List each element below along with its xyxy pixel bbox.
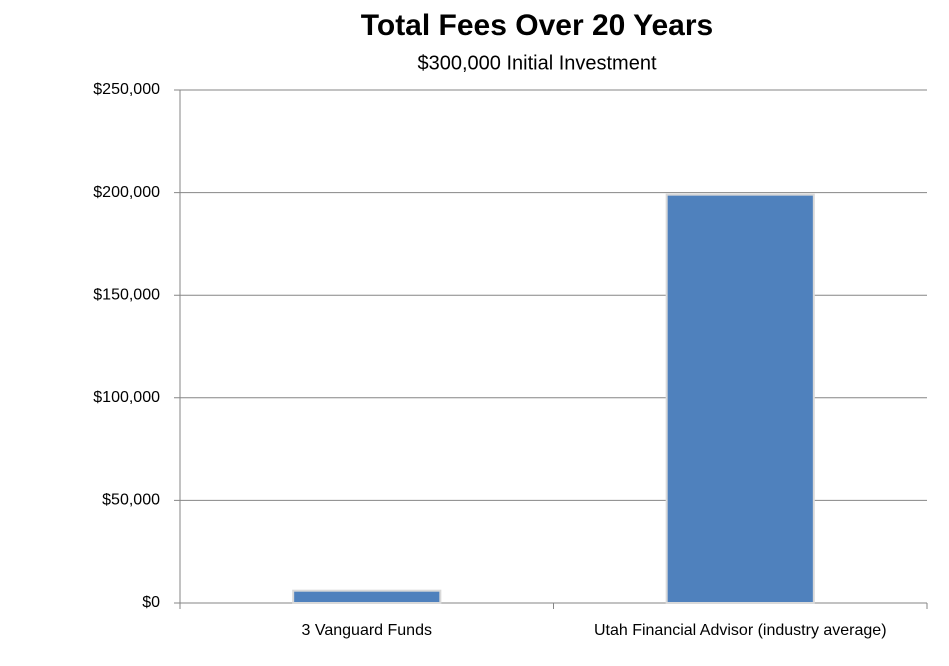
- x-tick-label: Utah Financial Advisor (industry average…: [594, 622, 887, 639]
- bar: [292, 589, 442, 604]
- y-tick-label: $250,000: [93, 81, 160, 98]
- y-tick-label: $0: [142, 594, 160, 611]
- y-tick-label: $200,000: [93, 184, 160, 201]
- x-tick-label: 3 Vanguard Funds: [302, 622, 432, 639]
- chart-subtitle: $300,000 Initial Investment: [417, 52, 656, 74]
- y-tick-label: $50,000: [102, 492, 160, 509]
- chart-title: Total Fees Over 20 Years: [361, 9, 713, 42]
- y-tick-label: $150,000: [93, 286, 160, 303]
- bar: [665, 193, 815, 604]
- y-tick-label: $100,000: [93, 389, 160, 406]
